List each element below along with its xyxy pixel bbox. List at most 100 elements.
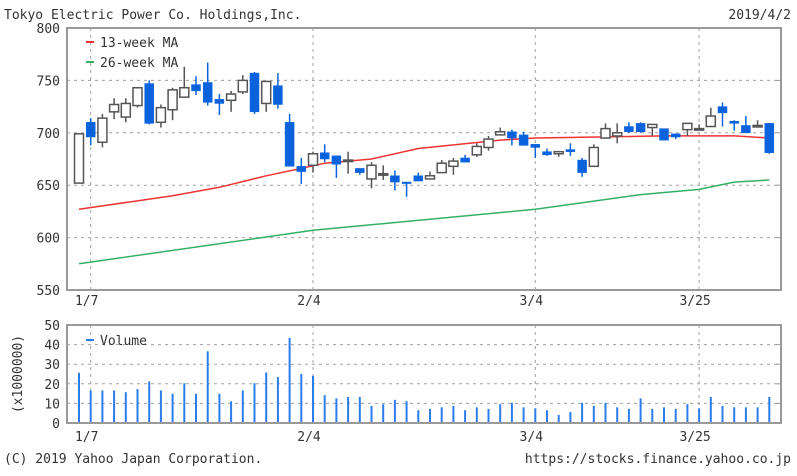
candle-up: [705, 115, 717, 128]
date-tick-label: 3/4: [520, 294, 544, 309]
candle-up: [167, 89, 178, 111]
date-tick-label: 2/4: [297, 430, 321, 445]
candle-up: [588, 146, 600, 168]
candle-down: [401, 181, 412, 184]
candle-down: [296, 166, 307, 172]
volume-tick-label: 20: [44, 378, 60, 393]
chart-date: 2019/4/2: [728, 8, 791, 23]
candle-down: [214, 99, 225, 104]
volume-tick-label: 10: [44, 397, 60, 412]
candle-up: [483, 138, 494, 149]
volume-tick-label: 50: [44, 319, 60, 334]
candle-down: [518, 134, 529, 146]
date-tick-label: 1/7: [75, 430, 98, 445]
source-link[interactable]: https://stocks.finance.yahoo.co.jp: [525, 452, 791, 467]
candle-up: [471, 145, 483, 156]
candle-up: [424, 175, 436, 180]
candle-up: [377, 172, 389, 176]
candle-down: [460, 157, 470, 163]
candle-up: [237, 79, 249, 93]
volume-legend: Volume: [86, 334, 147, 349]
candle-up: [436, 162, 447, 174]
moving-averages: [78, 135, 770, 265]
price-legend: 13-week MA 26-week MA: [86, 36, 178, 71]
candle-up: [752, 124, 763, 128]
volume-x-ticks: 1/7 2/4 3/4 3/25: [75, 430, 711, 445]
candle-up: [132, 86, 143, 107]
price-tick-label: 550: [37, 284, 60, 299]
candle-up: [366, 164, 377, 180]
candle-down: [624, 126, 634, 133]
date-tick-label: 2/4: [297, 294, 321, 309]
ma13-legend-label: 13-week MA: [100, 36, 178, 51]
candle-down: [144, 83, 154, 124]
price-grid: [67, 28, 781, 290]
price-tick-label: 750: [37, 74, 60, 89]
volume-grid: [67, 325, 781, 423]
candle-up: [108, 103, 120, 113]
date-tick-label: 3/4: [520, 430, 544, 445]
candle-down: [331, 155, 342, 165]
price-tick-label: 700: [37, 127, 60, 142]
candle-up: [553, 150, 564, 155]
candle-up: [120, 102, 132, 118]
candle-down: [670, 133, 681, 138]
candle-down: [319, 152, 330, 160]
candle-down: [202, 82, 213, 103]
volume-bars: [78, 337, 771, 423]
volume-tick-label: 0: [52, 417, 60, 432]
chart-title: Tokyo Electric Power Co. Holdings,Inc.: [4, 8, 301, 23]
volume-tick-label: 30: [44, 358, 60, 373]
candle-up: [600, 127, 611, 139]
ma26-legend-label: 26-week MA: [100, 56, 178, 71]
ma26-line: [78, 179, 770, 265]
candle-up: [225, 93, 237, 102]
candle-down: [764, 123, 775, 153]
candle-down: [542, 151, 552, 156]
date-tick-label: 1/7: [75, 294, 98, 309]
price-axis: 800 750 700 650 600 550: [37, 22, 781, 299]
candle-down: [577, 159, 587, 173]
candle-up: [494, 131, 506, 136]
candle-down: [249, 72, 260, 113]
candle-down: [191, 84, 201, 92]
volume-axis: 50 40 30 20 10 0: [44, 319, 781, 432]
candle-down: [507, 131, 517, 139]
candle-up: [342, 159, 354, 163]
date-tick-label: 3/25: [679, 294, 710, 309]
candle-up: [307, 153, 319, 167]
candle-down: [741, 125, 751, 134]
volume-tick-label: 40: [44, 339, 60, 354]
candle-down: [355, 168, 365, 173]
candle-up: [647, 123, 658, 129]
volume-legend-label: Volume: [100, 334, 147, 349]
candle-up: [682, 122, 693, 131]
candle-up: [693, 127, 705, 131]
candle-down: [729, 121, 739, 124]
ma13-line: [78, 135, 770, 211]
price-tick-label: 600: [37, 232, 60, 247]
candle-down: [273, 85, 283, 105]
price-tick-label: 800: [37, 22, 60, 37]
candle-up: [260, 80, 272, 105]
price-plot-frame: [66, 27, 782, 291]
copyright: (C) 2019 Yahoo Japan Corporation.: [4, 452, 262, 467]
candle-up: [179, 86, 190, 98]
price-x-ticks: 1/7 2/4 3/4 3/25: [75, 294, 711, 309]
date-tick-label: 3/25: [679, 430, 710, 445]
volume-unit-label: (x1000000): [11, 335, 26, 413]
volume-plot-frame: [66, 324, 782, 424]
candle-up: [448, 160, 459, 168]
candle-up: [611, 132, 623, 137]
candle-down: [284, 122, 295, 167]
candle-up: [73, 133, 85, 184]
candle-down: [85, 122, 96, 138]
candle-down: [717, 106, 728, 114]
candle-down: [390, 175, 400, 183]
candle-up: [155, 106, 167, 124]
candle-down: [530, 144, 541, 148]
candle-down: [635, 123, 646, 133]
candle-up: [97, 117, 108, 143]
candle-down: [565, 149, 576, 152]
